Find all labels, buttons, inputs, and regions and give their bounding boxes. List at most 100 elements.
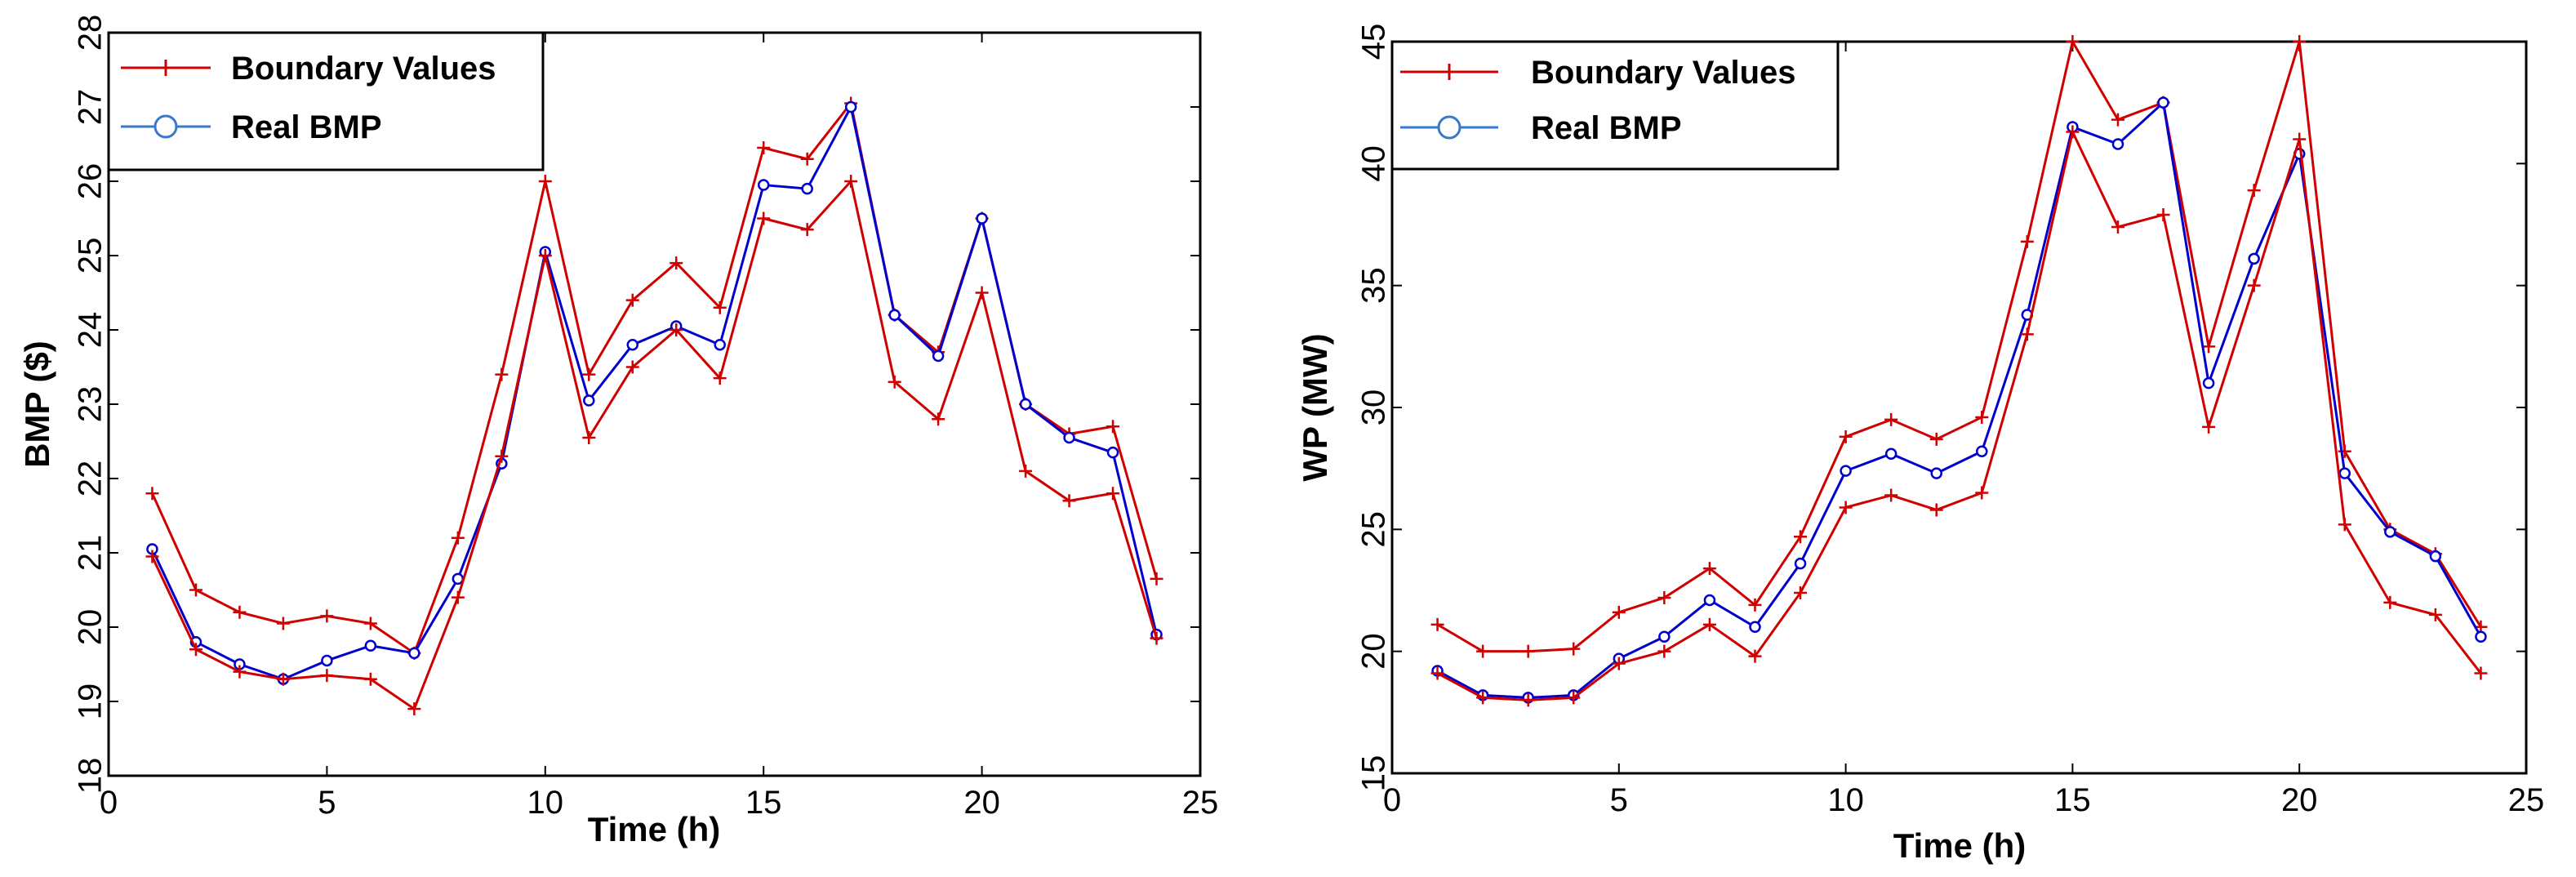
bmp-series-upper-point [538,175,552,188]
bmp-series-lower-point [975,286,989,300]
bmp-series-real-point [321,654,333,667]
bmp-series-upper-point [276,617,290,630]
wp-x-tick-label: 10 [1827,782,1864,818]
wp-series-real-point [2475,630,2487,643]
wp-series-lower-point [1430,666,1444,680]
wp-series-real-point [2202,376,2215,390]
bmp-series-lower-point [407,702,421,716]
bmp-series-lower-point [844,175,858,188]
bmp-series-upper-point [713,300,727,314]
bmp-y-tick-label: 19 [73,683,109,720]
bmp-series-upper-point [320,609,334,623]
wp-x-tick-label: 25 [2508,782,2545,818]
bmp-series-real-point [714,338,726,351]
bmp-x-tick-label: 15 [745,785,782,821]
bmp-series-lower-point [1150,631,1163,645]
bmp-series-lower-point [538,249,552,262]
bmp-series-upper-point [1106,420,1120,434]
bmp-series-real-point [888,309,901,322]
bmp-series-lower-point [757,211,771,225]
wp-series-lower-point [2111,220,2124,234]
wp-y-axis-title: WP (MW) [1296,333,1334,481]
bmp-series-lower-point [145,550,159,563]
wp-series-real-point [2248,252,2260,265]
wp-series-lower-point [1521,693,1535,707]
wp-series-real-point [1976,445,1988,458]
bmp-series-lower-point [363,672,377,686]
wp-series-lower-point [2293,132,2307,146]
bmp-x-tick-label: 5 [318,785,336,821]
wp-series-real-point [1840,465,1852,477]
wp-x-tick-label: 15 [2054,782,2091,818]
wp-series-upper-point [2111,113,2124,127]
wp-series-lower-point [1612,657,1626,670]
bmp-y-tick-label: 26 [73,163,109,200]
bmp-legend-plus-marker [158,60,174,76]
bmp-legend-box [107,31,545,171]
wp-series-upper-point [2247,184,2261,198]
bmp-series-real-point [1063,431,1075,444]
wp-series-real-point [2384,526,2396,538]
bmp-series-upper-point [800,152,814,166]
bmp-y-tick-label: 28 [73,15,109,51]
wp-series-upper-point [1657,590,1671,604]
wp-series-upper-point [1702,562,1716,576]
bmp-y-tick-label: 25 [73,238,109,274]
bmp-legend-real-label: Real BMP [231,109,382,145]
wp-series-lower-point [2383,595,2397,609]
wp-series-upper-point [2066,35,2080,48]
wp-series-real-point [1703,594,1716,607]
bmp-series-upper-point [189,583,202,597]
bmp-series-upper-point [145,487,159,501]
wp-y-tick-label: 15 [1356,755,1392,792]
wp-series-lower-point [2338,518,2351,532]
wp-y-tick-label: 20 [1356,633,1392,670]
bmp-series-upper-point [451,531,465,545]
wp-series-real-point [2157,96,2169,109]
bmp-series-lower-point [888,375,901,389]
wp-chart-marks: 0 5 10 15 20 25 15 20 25 30 35 40 45 [1356,24,2545,818]
bmp-series-upper-point [757,141,771,155]
bmp-y-tick-label: 22 [73,461,109,497]
bmp-series-real-point [1019,398,1032,411]
wp-series-upper-line [1436,38,2482,653]
bmp-series-real-point [932,349,945,363]
wp-series-real-point [1884,447,1898,460]
wp-series-upper-point [1748,598,1762,612]
wp-legend-real-label: Real BMP [1531,110,1682,146]
wp-series-real-point [1749,621,1761,634]
bmp-series-lower-point [582,430,596,444]
bmp-series-real-point [626,338,639,351]
wp-series-lower-point [1975,486,1989,500]
bmp-series-lower-point [713,372,727,385]
wp-y-tick-label: 40 [1356,145,1392,182]
wp-series-lower-point [1657,644,1671,658]
bmp-series-lower-point [800,223,814,237]
wp-legend-plus-marker [1441,64,1457,80]
bmp-y-tick-label: 20 [73,609,109,646]
bmp-series-lower-point [320,669,334,683]
bmp-series-lower-point [1106,487,1120,501]
wp-series-lower-point [1794,585,1808,599]
bmp-y-tick-label: 18 [73,758,109,795]
wp-series-lower-point [2202,420,2216,434]
bmp-series-upper-point [670,256,683,270]
bmp-series-lower-point [670,323,683,336]
bmp-series-lower-point [932,412,945,426]
wp-chart: 0 5 10 15 20 25 15 20 25 30 35 40 45 Time (h) WP (MW… [1296,24,2544,865]
bmp-series-lower-point [233,665,247,679]
wp-series-lower-point [2247,278,2261,292]
bmp-series-real-point [408,647,420,660]
wp-series-lower-point [1748,649,1762,663]
bmp-series-lower-point [625,360,639,374]
bmp-series-upper-point [495,367,509,381]
wp-y-tick-label: 35 [1356,267,1392,304]
bmp-series-upper-point [625,293,639,307]
wp-series-upper-point [1612,605,1626,619]
wp-series-lower-point [2020,327,2034,341]
bmp-y-tick-label: 24 [73,312,109,349]
wp-series-real-point [2338,467,2351,479]
wp-series-lower-point [2156,208,2170,222]
wp-series-lower-point [1884,488,1898,502]
wp-y-tick-label: 30 [1356,390,1392,426]
